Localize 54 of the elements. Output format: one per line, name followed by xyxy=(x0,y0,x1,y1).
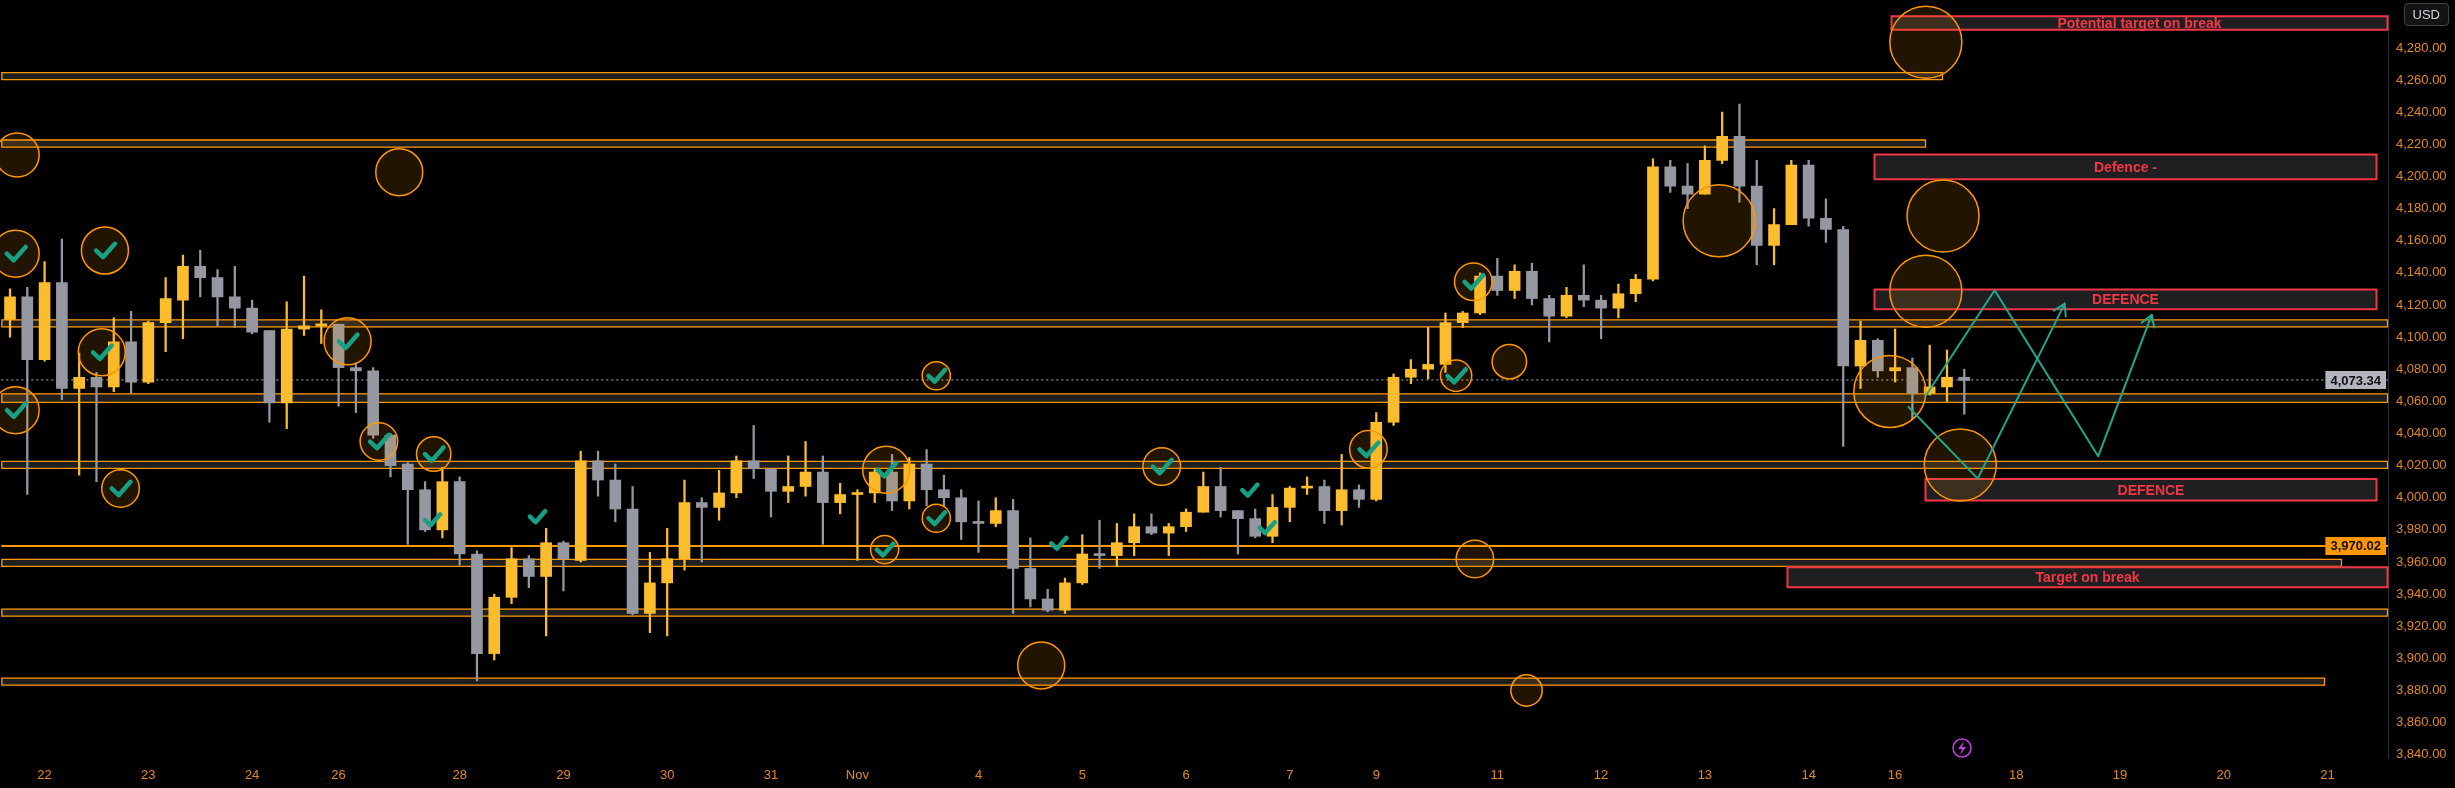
y-tick-label: 3,860.00 xyxy=(2396,714,2447,730)
y-tick-label: 3,840.00 xyxy=(2396,746,2447,762)
y-tick-label: 4,260.00 xyxy=(2396,71,2447,87)
x-tick-label: 19 xyxy=(2112,767,2128,783)
band-label: DEFENCE xyxy=(2117,481,2185,498)
y-tick-label: 3,960.00 xyxy=(2396,553,2447,569)
y-tick-label: 3,900.00 xyxy=(2396,649,2447,665)
y-axis-title: USD xyxy=(2403,3,2449,26)
ref-line-label: 3,970.02 xyxy=(2330,538,2381,554)
y-tick-label: 3,920.00 xyxy=(2396,617,2447,633)
x-tick-label: 18 xyxy=(2008,767,2024,783)
y-tick-label: 4,060.00 xyxy=(2396,392,2447,408)
x-tick-label: 13 xyxy=(1697,767,1713,783)
x-tick-label: 30 xyxy=(659,767,675,783)
y-tick-label: 4,000.00 xyxy=(2396,489,2447,505)
y-tick-label: 4,140.00 xyxy=(2396,264,2447,280)
x-tick-label: 6 xyxy=(1182,767,1190,783)
x-tick-label: 12 xyxy=(1593,767,1609,783)
y-tick-label: 3,980.00 xyxy=(2396,521,2447,537)
x-tick-label: 24 xyxy=(244,767,260,783)
ref-line-label: 4,073.34 xyxy=(2330,372,2382,388)
band-label: DEFENCE xyxy=(2092,291,2159,308)
x-tick-label: 11 xyxy=(1490,767,1505,783)
y-tick-label: 4,200.00 xyxy=(2396,168,2447,184)
x-tick-label: 28 xyxy=(452,767,467,783)
x-tick-label: 16 xyxy=(1887,767,1903,783)
y-tick-label: 4,280.00 xyxy=(2396,39,2447,55)
x-tick-label: 26 xyxy=(331,767,346,783)
y-tick-label: 4,020.00 xyxy=(2396,457,2447,473)
x-tick-label: 7 xyxy=(1286,767,1294,783)
y-tick-label: 4,080.00 xyxy=(2396,360,2447,376)
band-label: Potential target on break xyxy=(2057,14,2222,31)
x-tick-label: 21 xyxy=(2320,767,2335,783)
y-tick-label: 4,180.00 xyxy=(2396,200,2447,216)
x-tick-label: 31 xyxy=(763,767,779,783)
y-tick-label: 4,160.00 xyxy=(2396,232,2447,248)
band-label: Target on break xyxy=(2035,569,2140,586)
x-tick-label: 4 xyxy=(974,767,983,783)
x-tick-label: 14 xyxy=(1801,767,1816,783)
x-tick-label: 22 xyxy=(37,767,52,783)
x-tick-label: Nov xyxy=(845,767,870,783)
x-tick-label: 9 xyxy=(1372,767,1380,783)
x-tick-label: 5 xyxy=(1078,767,1086,783)
y-tick-label: 4,100.00 xyxy=(2396,328,2447,344)
band-label: Defence - xyxy=(2093,158,2158,175)
x-tick-label: 29 xyxy=(556,767,571,783)
y-tick-label: 4,040.00 xyxy=(2396,425,2447,441)
x-tick-label: 20 xyxy=(2216,767,2231,783)
y-tick-label: 3,880.00 xyxy=(2396,682,2447,698)
y-tick-label: 4,220.00 xyxy=(2396,135,2447,151)
y-tick-label: 4,240.00 xyxy=(2396,103,2447,119)
y-tick-label: 3,940.00 xyxy=(2396,585,2447,601)
y-tick-label: 4,120.00 xyxy=(2396,296,2447,312)
x-tick-label: 23 xyxy=(141,767,156,783)
